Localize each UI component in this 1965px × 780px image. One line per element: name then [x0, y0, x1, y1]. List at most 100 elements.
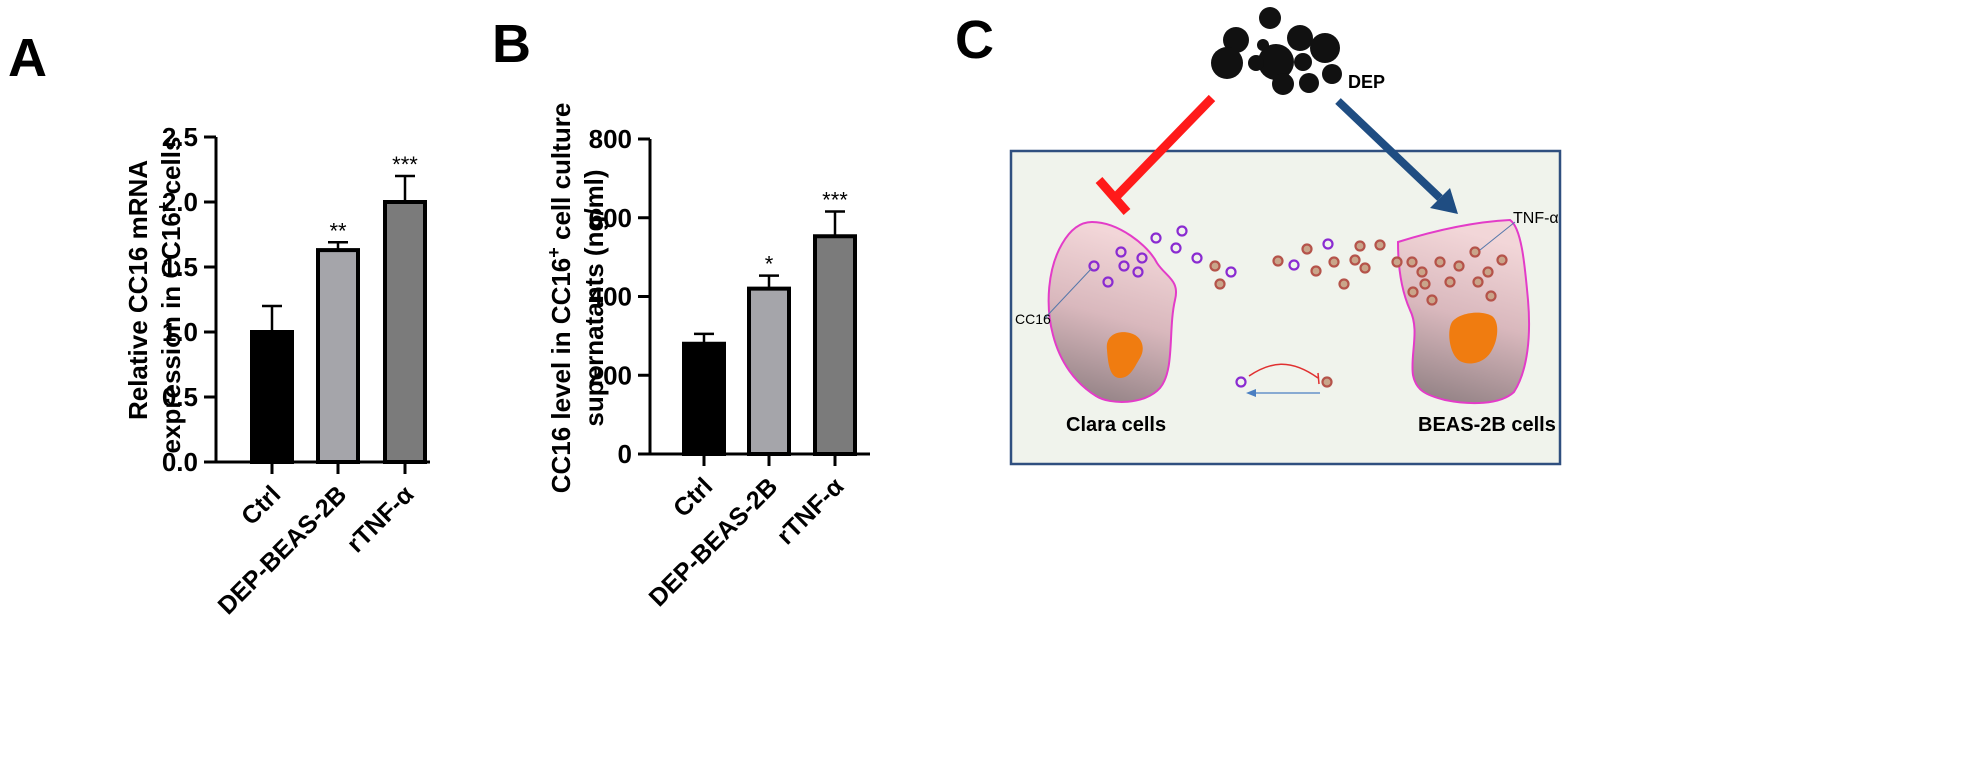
chart-b-bar-2 [747, 286, 791, 456]
tnf-dot [1310, 265, 1322, 277]
inhibit-arrow [1095, 94, 1216, 215]
cc16-dot [1118, 260, 1130, 272]
tnf-dot [1338, 278, 1350, 290]
cc16-molecules [1088, 225, 1334, 388]
cc16-pointer [1044, 267, 1093, 319]
beas-cells-label: BEAS-2B cells [1418, 414, 1556, 436]
tnf-dot [1416, 266, 1428, 278]
chart-a-bar-1 [250, 330, 294, 464]
dep-particle [1287, 25, 1313, 51]
dep-particle [1258, 44, 1294, 80]
tnf-dot [1434, 256, 1446, 268]
tnf-pointer [1479, 221, 1516, 251]
chart-a-bar-2 [316, 248, 360, 464]
chart-b-significance: *** [822, 187, 848, 212]
dep-particle [1299, 73, 1319, 93]
panel-a: A Relative CC16 mRNA expression in CC16+… [8, 28, 430, 620]
tnf-dot [1328, 256, 1340, 268]
tnf-dot [1374, 239, 1386, 251]
tnf-dot [1485, 290, 1497, 302]
tnf-dot [1426, 294, 1438, 306]
chart-b-xtick-label: rTNF-α [771, 472, 849, 550]
tnf-dot [1391, 256, 1403, 268]
tnf-dot [1482, 266, 1494, 278]
chart-b-ytick-label: 600 [589, 203, 632, 233]
beas-nucleus [1449, 312, 1498, 364]
dep-particle [1322, 64, 1342, 84]
chart-b-ytick-label: 800 [589, 124, 632, 154]
chart-a-error-bar [395, 174, 415, 202]
tnf-dot [1272, 255, 1284, 267]
cc16-dot [1088, 260, 1100, 272]
chart-a-ytick-label: 0.5 [162, 382, 198, 412]
panel-b-ylabel-line1: CC16 level in CC16+ cell culture [544, 103, 576, 494]
chart-a-xtick-label: rTNF-α [341, 480, 419, 558]
panel-a-ylabel: Relative CC16 mRNA expression in CC16+ c… [123, 137, 186, 454]
tnf-dot [1321, 376, 1333, 388]
panel-c: C DEP [955, 7, 1562, 466]
panel-b: B CC16 level in CC16+ cell culture super… [492, 14, 870, 612]
feedback-inset [1246, 363, 1320, 397]
tnf-molecules [1209, 239, 1508, 388]
chart-b-ytick-label: 400 [589, 282, 632, 312]
tnf-dot [1453, 260, 1465, 272]
cc16-dot [1191, 252, 1203, 264]
cc16-dot [1176, 225, 1188, 237]
dep-particle [1211, 47, 1243, 79]
clara-nucleus [1106, 332, 1143, 378]
chart-a-ytick-label: 2.0 [162, 187, 198, 217]
panel-a-ylabel-line2: expression in CC16+ cells [154, 137, 186, 454]
tnf-dot [1354, 240, 1366, 252]
dep-particle [1248, 55, 1264, 71]
dep-label: DEP [1348, 72, 1385, 92]
panel-b-ylabel: CC16 level in CC16+ cell culture superna… [544, 103, 609, 494]
cc16-dot [1322, 238, 1334, 250]
tnf-dot [1209, 260, 1221, 272]
chart-a-error-bar [262, 304, 282, 332]
panel-b-letter: B [492, 14, 531, 74]
cc16-dot [1136, 252, 1148, 264]
chart-b-bar-3 [813, 234, 857, 456]
panel-a-letter: A [8, 28, 47, 88]
dep-particles [1211, 7, 1342, 95]
cc16-dot [1225, 266, 1237, 278]
stimulate-arrow [1335, 98, 1458, 214]
cc16-dot [1102, 276, 1114, 288]
tnf-dot [1469, 246, 1481, 258]
tnf-dot [1472, 276, 1484, 288]
cc16-dot [1132, 266, 1144, 278]
chart-b-bar-1 [682, 341, 726, 456]
chart-b-error-bar [759, 274, 779, 289]
cc16-dot [1235, 376, 1247, 388]
panel-a-ylabel-line1: Relative CC16 mRNA [123, 160, 153, 420]
chart-b-error-bar [694, 332, 714, 344]
chart-a-bar-3 [383, 200, 427, 464]
chart-b-xtick-label: Ctrl [668, 472, 718, 522]
dep-particle [1223, 27, 1249, 53]
tnf-dot [1496, 254, 1508, 266]
chart-a: 0.00.51.01.52.02.5Ctrl**DEP-BEAS-2B***rT… [162, 122, 430, 620]
panel-b-ylabel-line2: supernatants (ng/ml) [579, 169, 609, 426]
dep-particle [1259, 7, 1281, 29]
chart-a-ytick-label: 0.0 [162, 447, 198, 477]
clara-cell [1047, 220, 1178, 403]
chart-b-significance: * [765, 252, 774, 277]
tnf-dot [1301, 243, 1313, 255]
tnf-dot [1407, 286, 1419, 298]
chart-b-ytick-label: 0 [618, 439, 632, 469]
cc16-dot [1115, 246, 1127, 258]
chart-a-xtick-label: Ctrl [236, 480, 286, 530]
beas-cell [1396, 218, 1531, 405]
cc16-dot [1150, 232, 1162, 244]
tnf-dot [1349, 254, 1361, 266]
tnf-dot [1214, 278, 1226, 290]
dep-particle [1272, 73, 1294, 95]
dep-particle [1310, 33, 1340, 63]
chart-a-significance: ** [329, 218, 347, 243]
clara-cells-label: Clara cells [1066, 414, 1166, 436]
chart-b-error-bar [825, 210, 845, 237]
chart-a-error-bar [328, 241, 348, 251]
panel-c-letter: C [955, 10, 994, 70]
